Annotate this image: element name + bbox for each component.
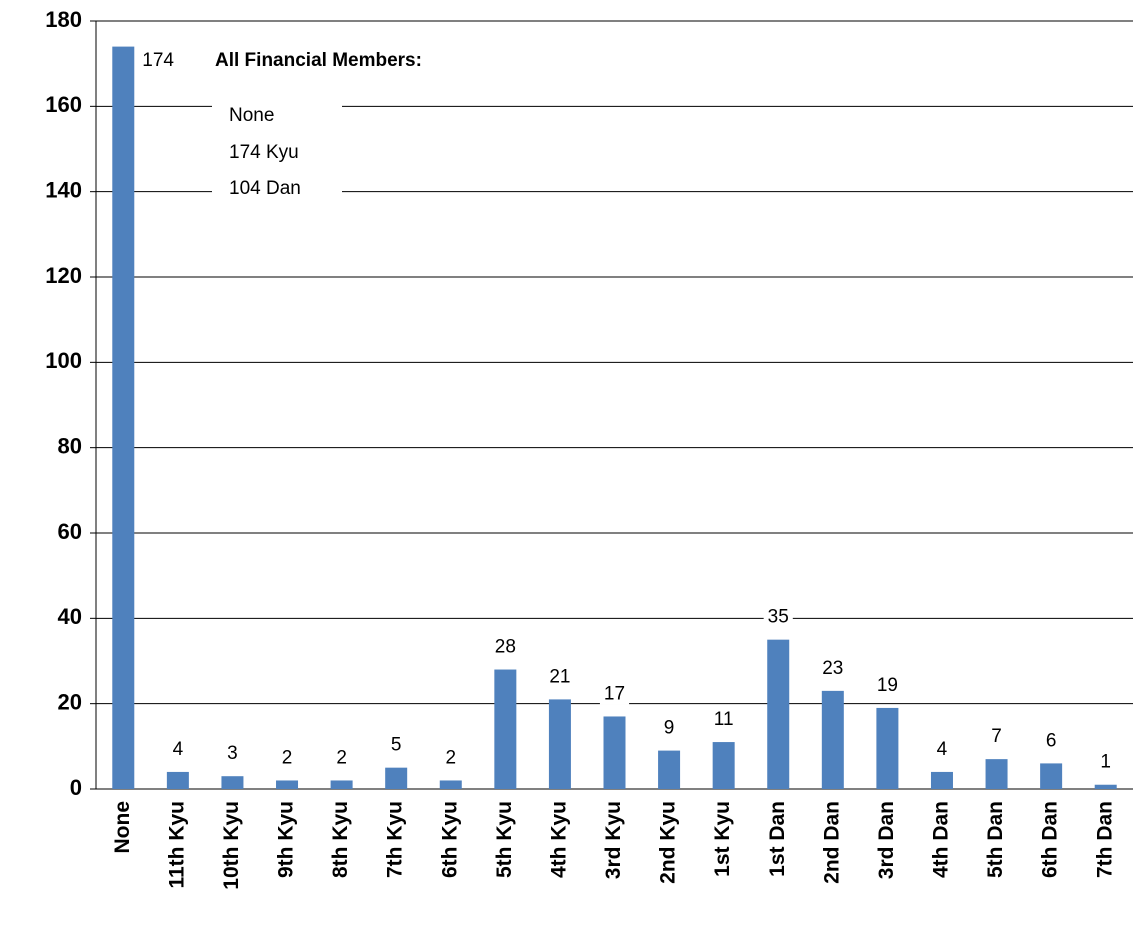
data-label-background <box>332 747 351 769</box>
bars <box>112 46 1117 790</box>
data-label: 21 <box>549 666 570 687</box>
data-label-background <box>277 747 297 769</box>
data-label-background <box>659 717 679 739</box>
data-label-background <box>1096 751 1115 773</box>
annotation-title: All Financial Members: <box>215 50 422 71</box>
annotation-line: 104 Dan <box>229 178 301 199</box>
data-label: 4 <box>173 739 184 760</box>
data-label-background <box>386 734 406 756</box>
bar <box>767 639 790 789</box>
annotation-line: None <box>229 105 274 126</box>
data-label-background <box>1041 730 1061 752</box>
x-tick-label: 4th Kyu <box>547 801 570 878</box>
data-label-background <box>932 738 952 760</box>
y-tick-label: 40 <box>58 604 82 629</box>
data-label: 23 <box>822 658 843 679</box>
data-label: 19 <box>877 675 898 696</box>
x-tick-label: 3rd Dan <box>875 801 898 879</box>
x-tick-label: 8th Kyu <box>329 801 352 878</box>
data-label: 2 <box>336 747 347 768</box>
data-label-background <box>490 636 520 658</box>
data-label: 35 <box>768 607 789 628</box>
x-tick-label: 1st Dan <box>766 801 789 877</box>
data-label-background <box>138 50 179 72</box>
data-label: 2 <box>445 747 456 768</box>
x-tick-label: 7th Kyu <box>384 801 407 878</box>
bar <box>112 46 135 790</box>
data-label: 174 <box>142 50 174 71</box>
y-tick-label: 20 <box>58 689 82 714</box>
data-label: 4 <box>937 739 948 760</box>
data-label-background <box>763 606 793 628</box>
y-tick-label: 120 <box>45 263 82 288</box>
bar <box>821 690 844 789</box>
x-tick-label: 1st Kyu <box>711 801 734 877</box>
data-label-background <box>168 738 188 760</box>
y-tick-label: 60 <box>58 519 82 544</box>
x-tick-label: 5th Dan <box>984 801 1007 878</box>
data-label-background <box>709 709 738 731</box>
y-tick-label: 0 <box>70 775 82 800</box>
data-label: 3 <box>227 743 238 764</box>
bar <box>166 771 189 789</box>
x-tick-label: 4th Dan <box>930 801 953 878</box>
data-label-background <box>987 726 1006 748</box>
annotation: All Financial Members: None 174 Kyu 104 Dan <box>212 45 422 205</box>
annotation-background <box>212 45 342 205</box>
bar <box>658 750 681 789</box>
data-label-background <box>599 683 630 705</box>
data-label-background <box>545 666 575 688</box>
data-label-background <box>818 657 848 679</box>
bar <box>712 742 735 789</box>
bar <box>930 771 953 789</box>
y-tick-label: 140 <box>45 177 82 202</box>
data-label-background <box>223 743 242 765</box>
data-label: 7 <box>991 726 1002 747</box>
x-tick-label: 5th Kyu <box>493 801 516 878</box>
x-tick-label: 6th Kyu <box>438 801 461 878</box>
data-label: 17 <box>604 683 625 704</box>
y-tick-label: 160 <box>45 92 82 117</box>
bar <box>603 716 626 789</box>
data-label: 5 <box>391 735 402 756</box>
bar <box>876 707 899 789</box>
bar <box>221 776 244 789</box>
data-label: 9 <box>664 718 675 739</box>
x-tick-label: 6th Dan <box>1039 801 1062 878</box>
y-tick-label: 80 <box>58 433 82 458</box>
data-label-background <box>441 747 461 769</box>
x-tick-label: 9th Kyu <box>275 801 298 878</box>
bar <box>276 780 299 789</box>
bar <box>439 780 462 789</box>
y-tick-label: 100 <box>45 348 82 373</box>
data-label: 2 <box>282 747 293 768</box>
bar <box>494 669 517 789</box>
bar <box>1040 763 1063 789</box>
data-label-background <box>872 674 902 696</box>
y-tick-label: 180 <box>45 7 82 32</box>
data-label: 11 <box>714 709 734 730</box>
bar <box>1094 784 1117 789</box>
annotation-line: 174 Kyu <box>229 142 299 163</box>
x-tick-label: 11th Kyu <box>165 801 188 889</box>
x-tick-label: 2nd Dan <box>820 801 843 884</box>
data-label: 28 <box>495 637 516 658</box>
x-tick-label: 10th Kyu <box>220 801 243 890</box>
x-tick-label: 3rd Kyu <box>602 801 625 879</box>
data-label: 1 <box>1100 752 1111 773</box>
labels: 174 4 3 2 2 5 2 28 21 17 9 11 35 23 19 4 7 6 1 <box>138 50 1115 773</box>
x-tick-label: None <box>111 801 134 854</box>
bar <box>985 759 1008 789</box>
x-tick-label: 7th Dan <box>1093 801 1116 878</box>
grid <box>90 20 1133 790</box>
data-label: 6 <box>1046 730 1057 751</box>
bar <box>548 699 571 789</box>
x-tick-label: 2nd Kyu <box>657 801 680 884</box>
bar <box>330 780 353 789</box>
bar <box>385 767 408 789</box>
